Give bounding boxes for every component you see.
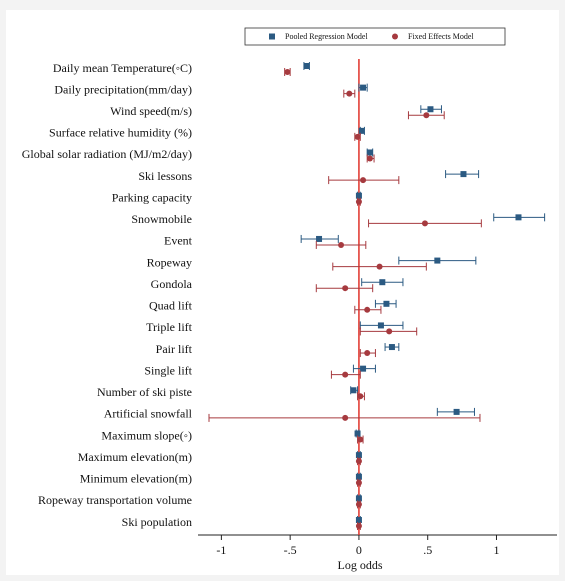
point <box>354 133 361 140</box>
y-tick-label: Snowmobile <box>131 212 192 226</box>
point <box>355 479 362 486</box>
point <box>338 241 345 248</box>
y-tick-label: Single lift <box>144 363 192 377</box>
legend-box <box>244 27 506 46</box>
point <box>355 452 362 459</box>
point <box>342 414 349 421</box>
y-tick-label: Ski lessons <box>138 169 192 183</box>
point <box>379 279 386 286</box>
point <box>355 517 362 523</box>
point <box>386 328 393 335</box>
x-tick-label: 1 <box>493 543 499 557</box>
point <box>355 495 362 502</box>
point <box>355 198 362 205</box>
point <box>342 285 349 292</box>
y-tick-label: Daily precipitation(mm/day) <box>54 82 192 96</box>
point <box>303 63 310 69</box>
point <box>515 214 522 221</box>
legend-marker <box>269 33 275 40</box>
x-tick-label: -.5 <box>284 543 297 557</box>
y-tick-label: Pair lift <box>156 342 193 356</box>
y-tick-label: Global solar radiation (MJ/m2/day) <box>22 147 192 161</box>
y-tick-label: Maximum slope(◦) <box>101 428 192 442</box>
point <box>355 501 362 508</box>
point <box>421 220 428 227</box>
point <box>357 436 364 443</box>
point <box>354 430 361 437</box>
y-tick-label: Ski population <box>122 515 192 529</box>
y-tick-label: Minimum elevation(m) <box>80 472 192 486</box>
y-tick-label: Maximum elevation(m) <box>78 450 192 464</box>
point <box>360 365 367 372</box>
y-tick-label: Surface relative humidity (%) <box>49 126 192 140</box>
y-tick-label: Quad lift <box>149 299 193 313</box>
point <box>360 177 367 184</box>
y-tick-label: Triple lift <box>146 320 193 334</box>
y-tick-label: Ropeway transportation volume <box>38 493 192 507</box>
x-tick-label: -1 <box>216 543 226 557</box>
legend-label: Fixed Effects Model <box>408 32 474 41</box>
plot-region <box>6 10 559 575</box>
point <box>355 473 362 480</box>
y-tick-label: Daily mean Temperature(◦C) <box>53 61 192 75</box>
point <box>427 106 434 113</box>
y-tick-label: Wind speed(m/s) <box>110 104 192 118</box>
point <box>377 322 384 329</box>
point <box>355 458 362 465</box>
point <box>342 371 349 378</box>
point <box>355 523 362 529</box>
point <box>364 350 371 357</box>
point <box>360 84 367 91</box>
point <box>376 263 383 270</box>
point <box>366 149 373 156</box>
point <box>346 90 353 97</box>
y-tick-label: Ropeway <box>147 255 192 269</box>
x-axis-label: Log odds <box>338 558 383 572</box>
point <box>350 387 357 394</box>
y-tick-label: Event <box>164 234 193 248</box>
x-tick-label: .5 <box>423 543 432 557</box>
legend-marker <box>392 33 398 40</box>
legend-label: Pooled Regression Model <box>285 32 368 41</box>
point <box>355 192 362 199</box>
point <box>366 155 373 162</box>
point <box>453 408 460 415</box>
point <box>383 300 390 307</box>
y-tick-label: Number of ski piste <box>97 385 192 399</box>
point <box>284 69 291 75</box>
point <box>357 393 364 400</box>
point <box>358 127 365 134</box>
y-tick-label: Artificial snowfall <box>104 407 193 421</box>
point <box>316 235 323 242</box>
x-tick-label: 0 <box>356 543 362 557</box>
point <box>460 171 467 178</box>
point <box>388 344 395 351</box>
point <box>423 112 430 119</box>
y-tick-label: Gondola <box>151 277 193 291</box>
y-tick-label: Parking capacity <box>112 190 192 204</box>
point <box>364 306 371 313</box>
point <box>434 257 441 264</box>
